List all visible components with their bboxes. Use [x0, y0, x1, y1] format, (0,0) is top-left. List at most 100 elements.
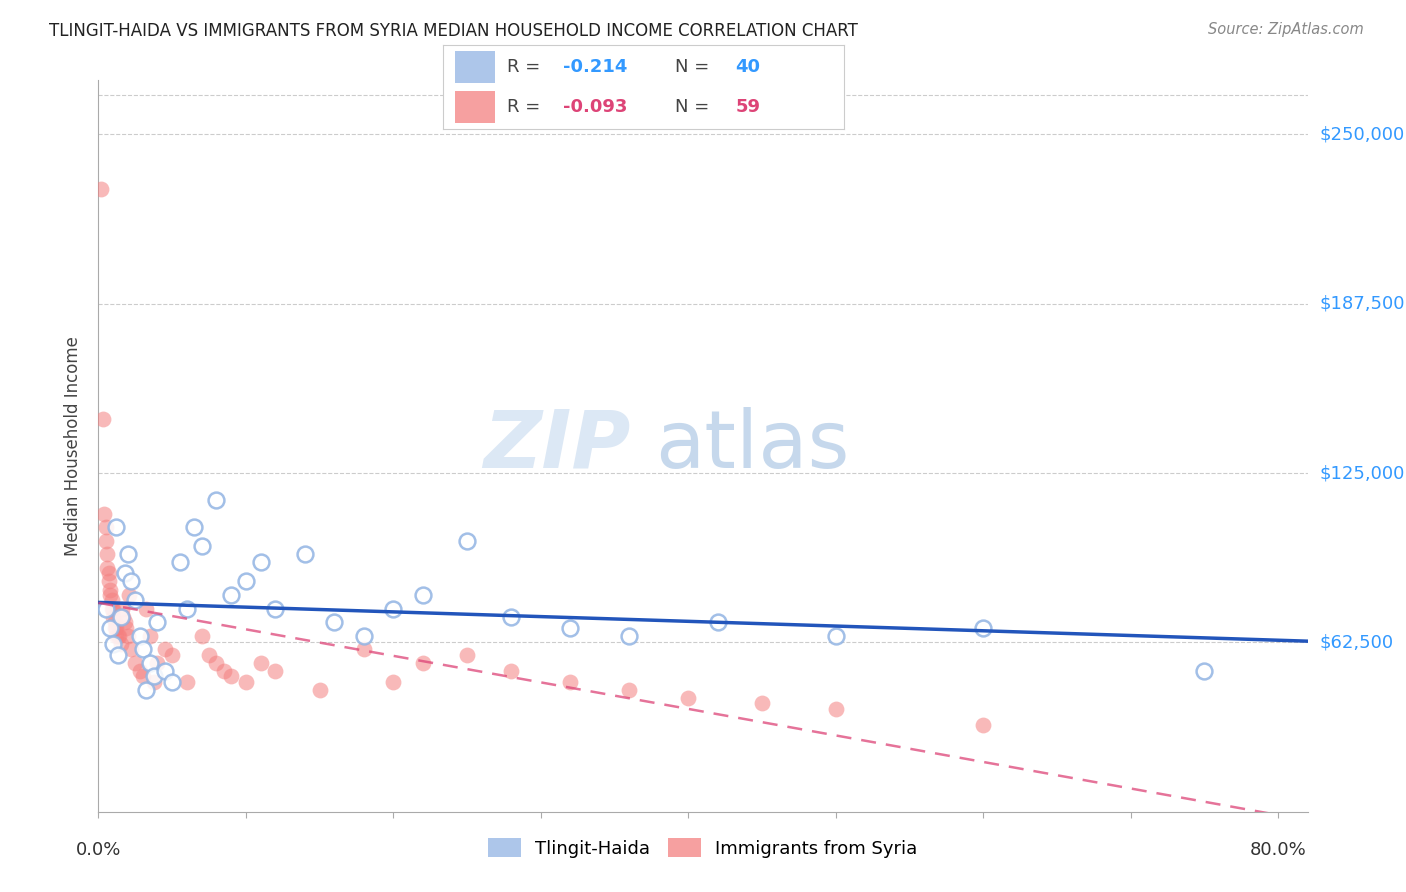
Point — [120, 574, 142, 589]
Point — [107, 629, 129, 643]
Point — [176, 601, 198, 615]
Text: atlas: atlas — [655, 407, 849, 485]
Point — [101, 609, 124, 624]
Point — [824, 629, 846, 643]
Text: R =: R = — [508, 98, 546, 116]
Text: -0.214: -0.214 — [562, 58, 627, 76]
Point — [104, 615, 127, 629]
Text: N =: N = — [675, 58, 716, 76]
Point — [117, 547, 139, 561]
Point — [93, 507, 115, 521]
Point — [100, 601, 122, 615]
Point — [619, 682, 641, 697]
Text: 80.0%: 80.0% — [1250, 841, 1306, 859]
Point — [105, 629, 128, 643]
Point — [114, 615, 136, 629]
Text: R =: R = — [508, 58, 546, 76]
Point — [382, 674, 405, 689]
Point — [160, 674, 183, 689]
Point — [169, 556, 191, 570]
Point — [139, 656, 162, 670]
Point — [235, 574, 257, 589]
Point — [143, 669, 166, 683]
Point — [153, 642, 176, 657]
Text: $187,500: $187,500 — [1320, 294, 1405, 313]
Point — [143, 674, 166, 689]
Point — [128, 664, 150, 678]
Point — [135, 601, 157, 615]
Point — [117, 629, 139, 643]
Point — [96, 561, 118, 575]
Text: ZIP: ZIP — [484, 407, 630, 485]
Point — [105, 520, 128, 534]
Point — [619, 629, 641, 643]
Point — [456, 533, 478, 548]
Point — [249, 656, 271, 670]
Point — [112, 609, 135, 624]
Point — [219, 588, 242, 602]
Point — [97, 574, 120, 589]
Point — [96, 547, 118, 561]
Point — [114, 566, 136, 581]
Point — [128, 629, 150, 643]
Point — [294, 547, 316, 561]
Point — [560, 674, 582, 689]
Point — [751, 697, 773, 711]
Point — [107, 648, 129, 662]
Point — [501, 664, 523, 678]
Point — [94, 601, 117, 615]
Point — [190, 539, 212, 553]
Point — [110, 609, 132, 624]
Point — [382, 601, 405, 615]
Point — [146, 656, 169, 670]
Text: 40: 40 — [735, 58, 761, 76]
Text: $125,000: $125,000 — [1320, 464, 1405, 482]
Point — [176, 674, 198, 689]
Point — [115, 620, 138, 634]
Y-axis label: Median Household Income: Median Household Income — [65, 336, 83, 556]
Text: N =: N = — [675, 98, 716, 116]
Point — [1194, 664, 1216, 678]
Point — [323, 615, 346, 629]
Point — [146, 615, 169, 629]
Point — [104, 620, 127, 634]
Point — [135, 682, 157, 697]
Point — [183, 520, 205, 534]
Point — [98, 582, 121, 597]
Point — [205, 656, 228, 670]
Text: $62,500: $62,500 — [1320, 633, 1393, 651]
Point — [98, 588, 121, 602]
Point — [97, 566, 120, 581]
Point — [111, 601, 134, 615]
Point — [824, 702, 846, 716]
Legend: Tlingit-Haida, Immigrants from Syria: Tlingit-Haida, Immigrants from Syria — [481, 831, 925, 865]
Point — [94, 533, 117, 548]
Point — [90, 181, 112, 195]
Point — [118, 588, 141, 602]
Point — [219, 669, 242, 683]
Text: TLINGIT-HAIDA VS IMMIGRANTS FROM SYRIA MEDIAN HOUSEHOLD INCOME CORRELATION CHART: TLINGIT-HAIDA VS IMMIGRANTS FROM SYRIA M… — [49, 22, 858, 40]
Point — [412, 588, 434, 602]
Point — [101, 601, 124, 615]
Point — [678, 690, 700, 705]
Point — [412, 656, 434, 670]
Point — [972, 718, 994, 732]
Point — [105, 620, 128, 634]
Point — [100, 593, 122, 607]
Point — [98, 620, 121, 634]
Point — [120, 642, 142, 657]
Point — [353, 629, 375, 643]
Point — [198, 648, 221, 662]
Point — [101, 637, 124, 651]
Point — [205, 493, 228, 508]
Point — [124, 593, 146, 607]
Point — [190, 629, 212, 643]
Point — [110, 637, 132, 651]
Point — [235, 674, 257, 689]
Point — [212, 664, 235, 678]
Point — [131, 669, 153, 683]
Point — [131, 642, 153, 657]
Point — [153, 664, 176, 678]
Point — [972, 620, 994, 634]
Point — [91, 412, 114, 426]
